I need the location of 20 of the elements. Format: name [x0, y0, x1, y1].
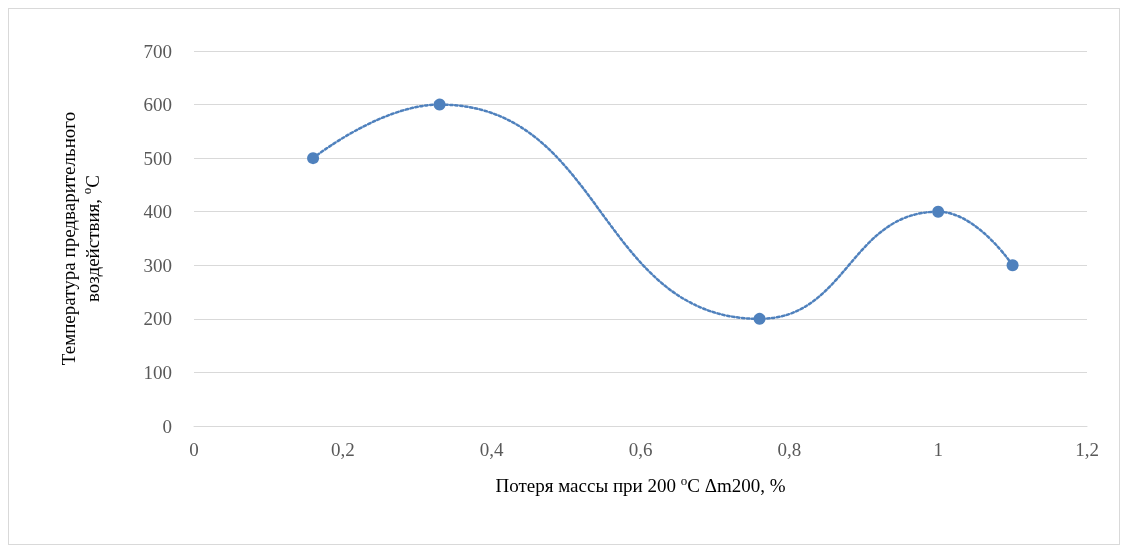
- point: [433, 98, 446, 111]
- x-tick-label: 0: [189, 439, 199, 460]
- x-tick-label: 0,6: [628, 439, 653, 460]
- point: [753, 312, 766, 325]
- point: [307, 152, 320, 165]
- y-tick-label: 500: [143, 147, 172, 169]
- x-tick-label: 1,2: [1075, 439, 1099, 460]
- y-tick-label: 0: [162, 415, 172, 437]
- x-tick-label: 0,4: [479, 439, 505, 460]
- y-tick-label: 300: [143, 254, 172, 276]
- y-tick-label: 400: [143, 201, 172, 223]
- x-tick-label: 1: [933, 439, 943, 460]
- point: [932, 205, 945, 218]
- x-tick-label: 0,2: [330, 439, 355, 460]
- y-tick-label: 100: [143, 361, 172, 383]
- y-tick-label: 200: [143, 308, 172, 330]
- point: [1006, 259, 1019, 272]
- y-tick-label: 600: [143, 94, 172, 116]
- x-tick-label: 0,8: [777, 439, 802, 460]
- y-tick-label: 700: [143, 40, 172, 62]
